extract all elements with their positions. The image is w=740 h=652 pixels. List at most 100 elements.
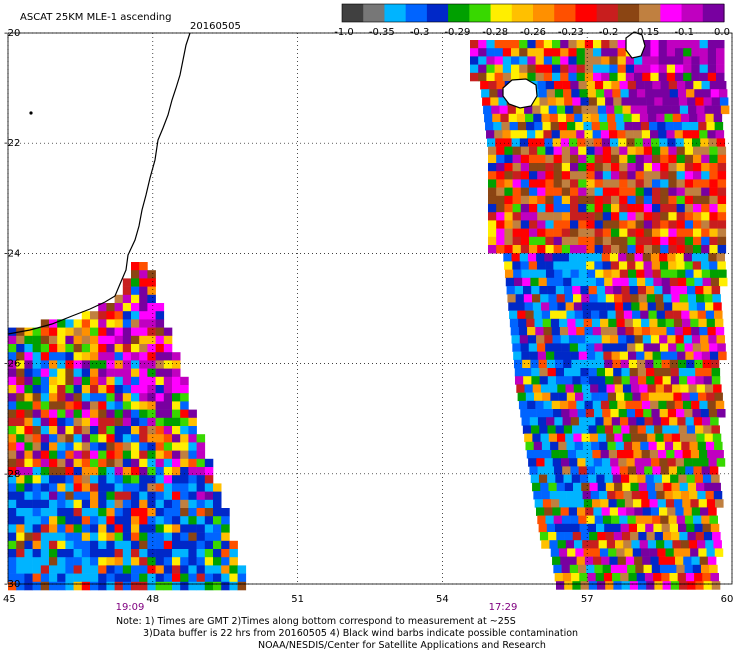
mle-cell — [561, 204, 571, 213]
mle-cell — [147, 458, 156, 468]
mle-cell — [700, 409, 710, 418]
mle-cell — [627, 515, 636, 525]
mle-cell — [504, 212, 513, 221]
mle-cell — [188, 434, 197, 443]
mle-cell — [188, 483, 197, 492]
mle-cell — [73, 557, 83, 566]
mle-cell — [587, 277, 597, 287]
mle-cell — [593, 507, 602, 516]
mle-cell — [106, 557, 115, 566]
mle-cell — [155, 491, 165, 501]
mle-cell — [172, 442, 181, 451]
mle-cell — [24, 450, 33, 460]
mle-cell — [131, 549, 140, 558]
mle-cell — [620, 474, 630, 484]
mle-cell — [684, 409, 693, 418]
mle-cell — [596, 581, 606, 590]
mle-cell — [545, 228, 554, 238]
mle-cell — [518, 327, 528, 336]
mle-cell — [529, 269, 539, 279]
mle-cell — [641, 130, 651, 139]
mle-cell — [172, 385, 181, 394]
mle-cell — [636, 269, 645, 279]
mle-cell — [652, 179, 661, 188]
mle-cell — [523, 376, 532, 385]
mle-cell — [709, 236, 718, 246]
mle-cell — [672, 384, 681, 393]
mle-cell — [131, 303, 140, 312]
mle-cell — [701, 154, 710, 164]
mle-cell — [483, 105, 492, 115]
mle-cell — [575, 548, 584, 557]
mle-cell — [611, 466, 620, 475]
mle-cell — [547, 368, 557, 377]
mle-cell — [545, 343, 554, 352]
mle-cell — [545, 81, 555, 90]
mle-cell — [676, 195, 686, 205]
mle-cell — [602, 163, 612, 172]
mle-cell — [576, 40, 586, 49]
mle-cell — [564, 368, 573, 377]
mle-cell — [634, 507, 643, 516]
mle-cell — [570, 195, 579, 205]
mle-cell — [495, 138, 504, 147]
mle-cell — [644, 417, 654, 426]
mle-cell — [603, 573, 613, 582]
mle-cell — [540, 482, 549, 492]
mle-cell — [73, 450, 83, 460]
mle-cell — [139, 344, 148, 353]
mle-cell — [713, 540, 722, 549]
mle-cell — [564, 286, 573, 295]
mle-cell — [172, 458, 181, 468]
mle-cell — [559, 499, 568, 508]
mle-cell — [488, 195, 497, 205]
mle-cell — [576, 450, 585, 459]
mle-cell — [695, 425, 704, 434]
mle-cell — [658, 400, 667, 410]
mle-cell — [81, 508, 91, 517]
mle-cell — [553, 245, 563, 254]
mle-cell — [667, 335, 676, 344]
mle-cell — [114, 499, 124, 509]
mle-cell — [114, 319, 124, 328]
mle-cell — [172, 376, 181, 386]
mle-cell — [81, 450, 91, 460]
mle-cell — [131, 278, 140, 287]
mle-cell — [188, 573, 197, 583]
mle-cell — [520, 409, 529, 418]
mle-cell — [651, 138, 660, 147]
mle-cell — [502, 72, 512, 82]
mle-cell — [630, 294, 639, 303]
lon-tick-label: 54 — [436, 594, 449, 605]
mle-cell — [693, 228, 702, 238]
mle-cell — [543, 327, 552, 336]
mle-cell — [619, 195, 628, 205]
mle-cell — [16, 499, 25, 509]
mle-cell — [65, 549, 74, 558]
mle-cell — [635, 204, 645, 213]
mle-cell — [617, 327, 626, 336]
mle-cell — [147, 426, 156, 435]
mle-cell — [513, 269, 522, 279]
mle-cell — [57, 524, 66, 533]
mle-cell — [24, 491, 33, 501]
mle-cell — [163, 409, 173, 419]
mle-cell — [699, 72, 709, 82]
mle-cell — [534, 318, 543, 328]
mle-cell — [615, 491, 624, 500]
mle-cell — [163, 483, 173, 492]
mle-cell — [24, 516, 33, 525]
mle-cell — [668, 269, 678, 279]
mle-cell — [139, 311, 148, 320]
mle-cell — [163, 417, 173, 427]
mle-cell — [701, 179, 710, 188]
mle-cell — [593, 40, 602, 49]
mle-cell — [588, 97, 598, 106]
mle-cell — [633, 400, 643, 410]
mle-cell — [655, 384, 665, 393]
mle-cell — [610, 138, 619, 147]
mle-cell — [676, 187, 686, 197]
mle-cell — [656, 441, 666, 451]
mle-cell — [653, 573, 662, 582]
mle-cell — [65, 516, 74, 525]
